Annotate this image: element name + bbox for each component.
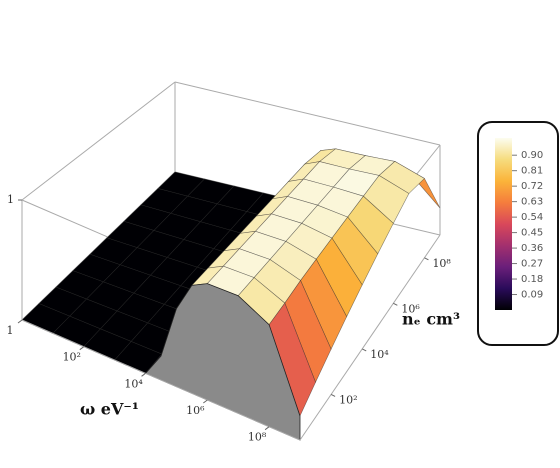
x-tick: [79, 346, 85, 351]
y-axis-title: nₑ cm³: [402, 310, 460, 329]
y-tick: [393, 302, 398, 306]
colorbar-tick-label: 0.63: [521, 197, 543, 208]
colorbar-tick-label: 0.72: [521, 181, 543, 192]
box-edge: [21, 81, 176, 201]
x-tick: [141, 372, 146, 377]
colorbar-tick-label: 0.81: [521, 166, 543, 177]
y-tick: [424, 257, 429, 261]
z-tick-label: 1: [7, 193, 14, 206]
y-tick-label: 10⁶: [401, 302, 420, 315]
x-tick-label: 10⁸: [248, 431, 267, 444]
y-tick: [361, 348, 367, 352]
colorbar-tick-label: 0.36: [521, 243, 543, 254]
x-tick: [17, 319, 23, 324]
x-tick-label: 10²: [63, 351, 81, 364]
colorbar-tick-label: 0.27: [521, 259, 543, 270]
y-tick-label: 10⁴: [370, 348, 389, 361]
colorbar-tick-label: 0.18: [521, 274, 543, 285]
y-tick-label: 10²: [339, 393, 357, 406]
colorbar-frame: [477, 121, 559, 346]
x-tick: [203, 399, 208, 404]
x-tick-label: 10⁶: [186, 404, 205, 417]
box-edge: [21, 319, 301, 441]
x-tick: [264, 426, 270, 431]
x-tick-label: 10⁴: [124, 377, 143, 390]
colorbar-tick-label: 0.54: [521, 212, 543, 223]
box-edge: [299, 234, 441, 441]
y-tick: [330, 393, 336, 397]
colorbar-tick-label: 0.45: [521, 228, 543, 239]
colorbar-tick-label: 0.90: [521, 150, 543, 161]
plot-area: 1 10² 10⁴ 10⁶ 10⁸ 10² 10⁴ 10⁶ 10⁸ 1 ω eV⁻¹ nₑ cm³: [7, 81, 460, 444]
box-edge: [174, 81, 441, 146]
colorbar-gradient: [495, 138, 512, 310]
x-axis-title: ω eV⁻¹: [80, 400, 139, 419]
y-tick-label: 10⁸: [432, 257, 451, 270]
x-tick-label: 1: [7, 324, 14, 337]
colorbar: 0.09 0.18 0.27 0.36 0.45 0.54 0.63 0.72 0.81 0.90: [495, 138, 543, 310]
colorbar-tick-label: 0.09: [521, 290, 543, 301]
